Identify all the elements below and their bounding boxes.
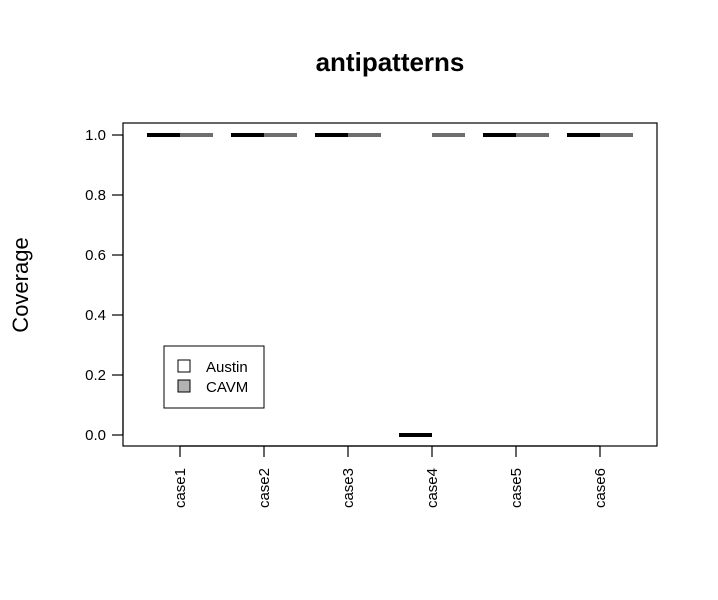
y-tick-label: 0.4 [85, 307, 106, 324]
y-tick-label: 0.6 [85, 247, 106, 264]
y-axis-label: Coverage [8, 237, 33, 332]
legend: Austin CAVM [163, 345, 265, 409]
chart-title: antipatterns [316, 47, 465, 77]
y-tick-label: 0.0 [85, 427, 106, 444]
y-tick-label: 0.8 [85, 187, 106, 204]
x-tick-label: case5 [508, 468, 525, 508]
y-tick-label: 1.0 [85, 127, 106, 144]
y-axis: 0.0 0.2 0.4 0.6 0.8 1.0 [85, 127, 124, 444]
x-axis: case1 case2 case3 case4 case5 case6 [172, 445, 609, 508]
y-tick-label: 0.2 [85, 367, 106, 384]
x-tick-label: case2 [256, 468, 273, 508]
x-tick-label: case3 [340, 468, 357, 508]
x-tick-label: case6 [592, 468, 609, 508]
x-tick-label: case4 [424, 468, 441, 508]
legend-label-austin: Austin [206, 359, 248, 376]
legend-label-cavm: CAVM [206, 379, 248, 396]
x-tick-label: case1 [172, 468, 189, 508]
legend-swatch-austin [177, 359, 191, 373]
chart-marks [147, 133, 633, 437]
legend-swatch-cavm [177, 379, 191, 393]
legend-box [163, 345, 265, 409]
